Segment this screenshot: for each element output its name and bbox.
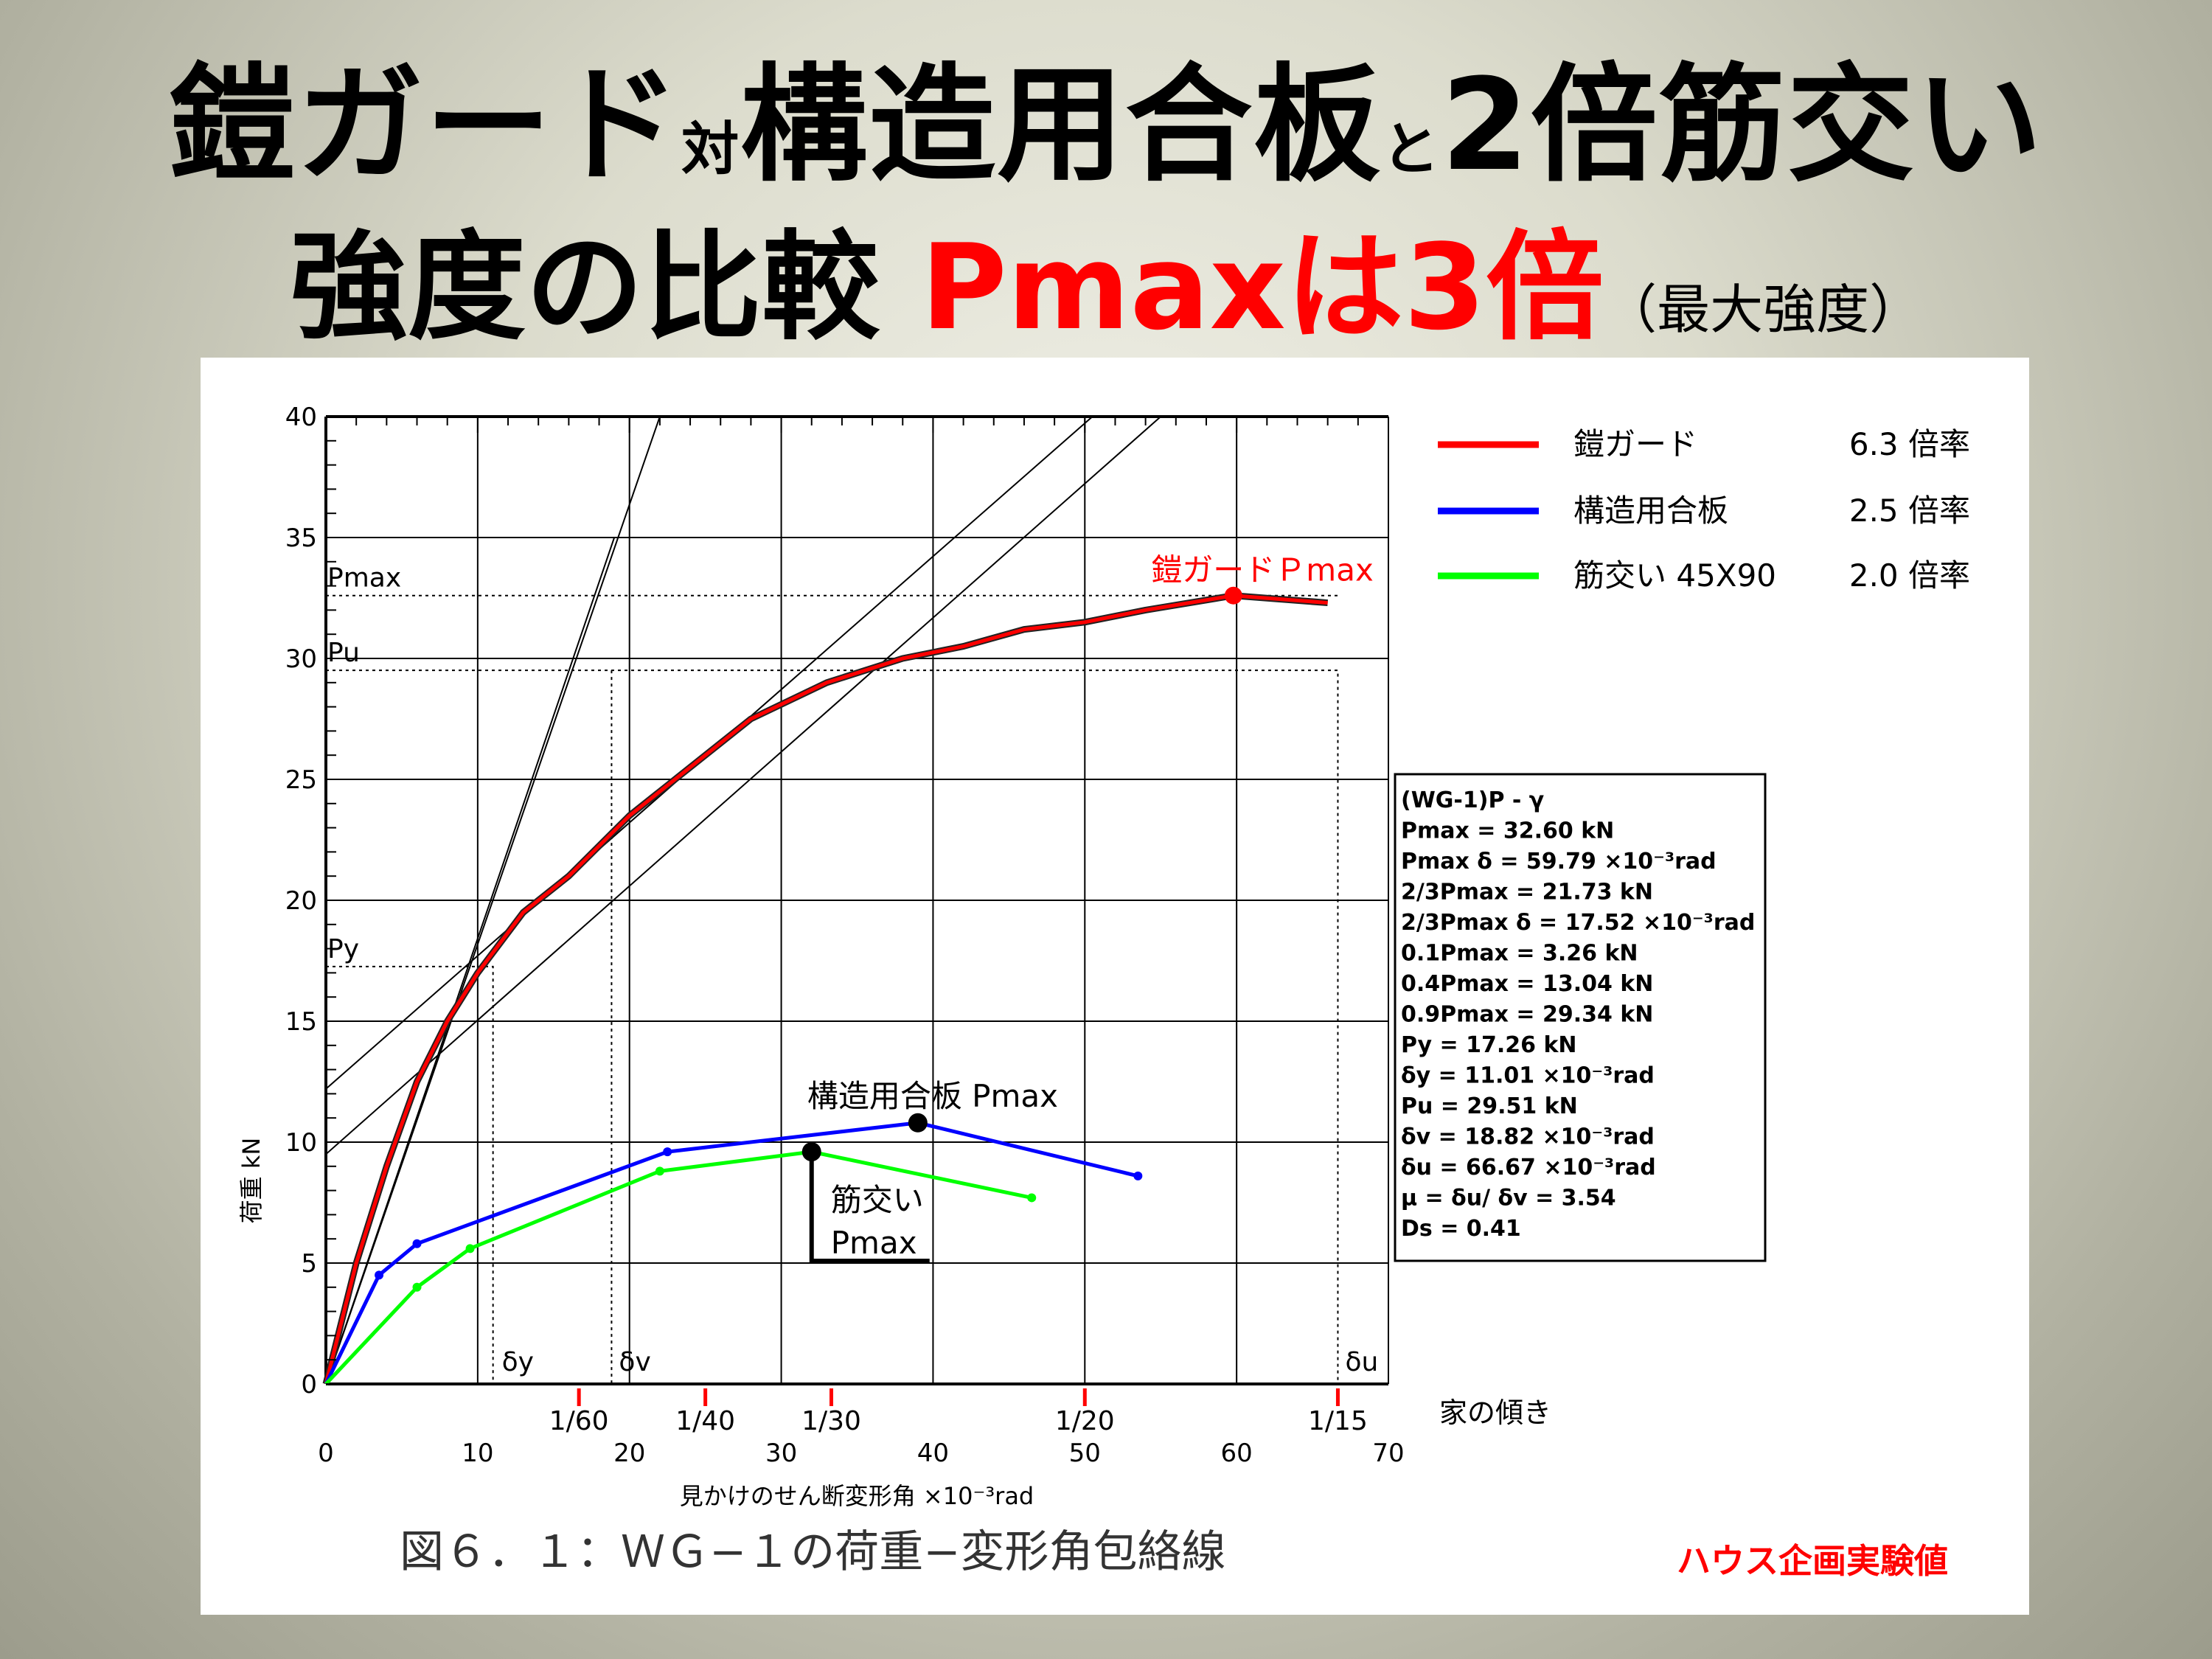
info-box-line: δu = 66.67 ×10⁻³rad [1401, 1155, 1656, 1180]
info-box-line: δv = 18.82 ×10⁻³rad [1401, 1124, 1655, 1150]
slide-title-line2: 強度の比較 Pmaxは3倍（最大強度） [0, 218, 2212, 380]
marker-dot [1224, 586, 1242, 605]
du-label: δu [1345, 1347, 1378, 1377]
x-tick-label: 30 [765, 1439, 797, 1468]
legend-label: 構造用合板 [1573, 493, 1728, 529]
title-part: 鎧ガード [168, 51, 682, 199]
dy-label: δy [502, 1347, 534, 1377]
info-box-line: 0.4Pmax = 13.04 kN [1401, 971, 1653, 997]
tilt-tick-label: 1/60 [549, 1406, 609, 1436]
x-tick-label: 40 [917, 1439, 949, 1468]
series-point [1133, 1171, 1143, 1180]
title-part: 強度の比較 [289, 218, 880, 356]
info-box-line: Pmax = 32.60 kN [1401, 818, 1614, 844]
x-axis-label: 見かけのせん断変形角 ×10⁻³rad [680, 1482, 1034, 1510]
series-point [375, 1270, 384, 1280]
series-line-3 [324, 1150, 1032, 1385]
x-tick-label: 70 [1372, 1439, 1404, 1468]
tilt-tick-label: 1/40 [675, 1406, 735, 1436]
y-tick-label: 10 [285, 1128, 317, 1158]
tilt-tick-label: 1/20 [1055, 1406, 1115, 1436]
y-tick-label: 30 [285, 644, 317, 674]
y-tick-label: 20 [285, 886, 317, 916]
info-box-frame [1394, 773, 1767, 1262]
chart-panel: Pmax Pu Py δy δv δu 0 10 20 30 40 50 60 70 0 5 10 15 20 25… [201, 358, 2029, 1615]
y-tick-label: 0 [301, 1370, 317, 1399]
y-tick-label: 5 [301, 1249, 317, 1279]
y-tick-label: 35 [285, 524, 317, 553]
axis-ticks: 0 10 20 30 40 50 60 70 0 5 10 15 20 25 30 35 40 [285, 403, 1405, 1468]
x-tick-label: 20 [613, 1439, 645, 1468]
series-group [322, 592, 1329, 1385]
info-box-line: 0.9Pmax = 29.34 kN [1401, 1002, 1653, 1028]
pu-line [326, 669, 1339, 1384]
chart-texts: 鎧ガードＰmax 構造用合板 Pmax 筋交い Pmax 1/60 1/40 1/30 1/2… [237, 552, 1948, 1581]
legend-rate: 6.3 倍率 [1849, 426, 1970, 462]
series-line-2 [324, 1121, 1138, 1385]
title-highlight: Pmaxは3倍 [920, 218, 1604, 356]
info-box-line: μ = δu/ δv = 3.54 [1401, 1186, 1616, 1211]
x-tick-label: 60 [1221, 1439, 1253, 1468]
grid [324, 415, 1389, 1385]
info-box-line: 2/3Pmax δ = 17.52 ×10⁻³rad [1401, 910, 1755, 936]
series-point [412, 1282, 422, 1292]
dv-label: δv [619, 1347, 650, 1377]
legend-label: 鎧ガード [1573, 426, 1697, 462]
info-box-line: Pmax δ = 59.79 ×10⁻³rad [1401, 849, 1717, 874]
title-part: と [1382, 116, 1441, 183]
info-box-line: Py = 17.26 kN [1401, 1032, 1577, 1058]
annotation-brace-pmax: Pmax [831, 1225, 917, 1261]
source-label: ハウス企画実験値 [1677, 1541, 1948, 1581]
series-point [412, 1239, 422, 1248]
pu-label: Pu [327, 638, 360, 668]
y-tick-label: 40 [285, 403, 317, 432]
annotation-armor-pmax: 鎧ガードＰmax [1151, 552, 1374, 588]
title-part: 構造用合板 [740, 51, 1382, 199]
series-line-1 [324, 594, 1328, 1385]
tilt-tick-label: 1/30 [801, 1406, 861, 1436]
info-box: (WG-1)P - γ Pmax = 32.60 kN Pmax δ = 59.79… [1394, 773, 1767, 1262]
title-part: 対 [681, 116, 741, 183]
annotation-bracket [809, 1152, 930, 1264]
diagonal-line [326, 417, 1161, 1155]
x-tick-label: 0 [318, 1439, 334, 1468]
info-box-line: (WG-1)P - γ [1401, 787, 1544, 813]
legend-rate: 2.0 倍率 [1849, 557, 1970, 594]
y-axis-label: 荷重 kN [237, 1138, 265, 1224]
py-line [326, 965, 494, 1384]
annotation-brace-pmax: 筋交い [831, 1182, 924, 1218]
slide-title-line1: 鎧ガード対構造用合板と2倍筋交い [0, 52, 2212, 223]
pmax-label: Pmax [327, 563, 401, 594]
series-point [465, 1244, 475, 1253]
y-tick-label: 15 [285, 1007, 317, 1037]
info-box-line: 2/3Pmax = 21.73 kN [1401, 880, 1653, 905]
x-tick-label: 50 [1069, 1439, 1101, 1468]
series-point [1027, 1193, 1037, 1203]
x-tick-label: 10 [462, 1439, 493, 1468]
diagonal-line [326, 537, 616, 1384]
info-box-line: 0.1Pmax = 3.26 kN [1401, 941, 1638, 967]
info-box-line: Pu = 29.51 kN [1401, 1093, 1578, 1119]
tilt-tick-label: 1/15 [1308, 1406, 1368, 1436]
legend-label: 筋交い 45X90 [1573, 557, 1776, 594]
y-tick-label: 25 [285, 765, 317, 795]
annotation-plywood-pmax: 構造用合板 Pmax [807, 1078, 1058, 1114]
tilt-axis-label: 家の傾き [1439, 1397, 1551, 1429]
title-paren: （最大強度） [1604, 279, 1923, 341]
marker-dot [908, 1113, 928, 1133]
info-box-line: Ds = 0.41 [1401, 1216, 1521, 1242]
title-part: 2倍筋交い [1441, 51, 2044, 199]
series-point [655, 1166, 664, 1176]
series-shadow [322, 592, 1329, 1385]
info-box-line: δy = 11.01 ×10⁻³rad [1401, 1063, 1655, 1089]
figure-caption: 図６．１：ＷＧ−１の荷重−変形角包絡線 [400, 1526, 1226, 1578]
legend-rate: 2.5 倍率 [1849, 493, 1970, 529]
series-point [663, 1147, 672, 1157]
